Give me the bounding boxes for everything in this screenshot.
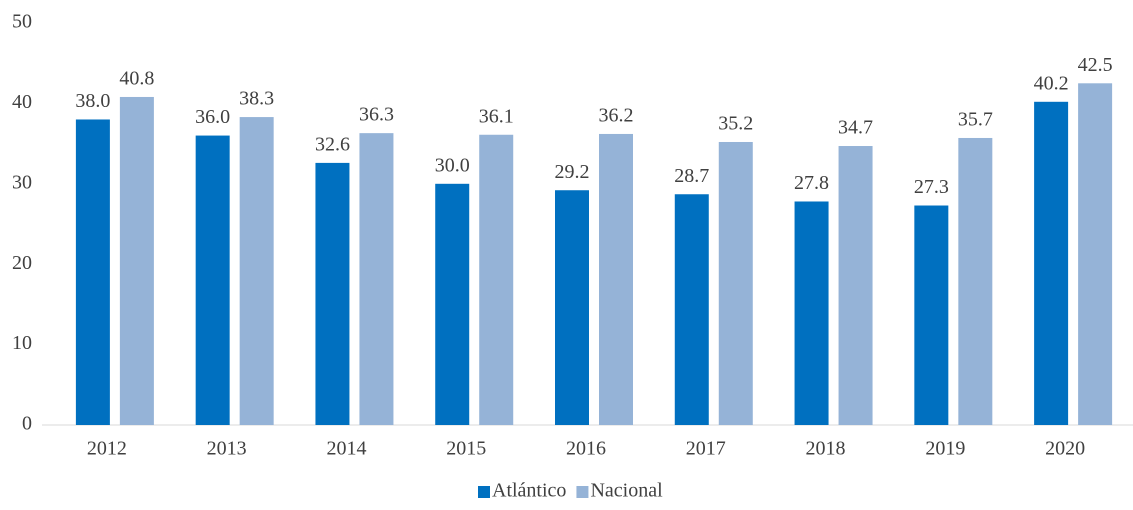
bar <box>75 119 110 425</box>
data-label: 30.0 <box>435 154 470 176</box>
bar <box>359 133 394 425</box>
x-tick-label: 2013 <box>207 438 247 460</box>
data-label: 38.3 <box>239 88 274 110</box>
bar <box>674 194 709 425</box>
legend-label: Atlántico <box>492 480 566 502</box>
y-tick-label: 10 <box>12 332 32 354</box>
y-tick-label: 50 <box>12 11 32 33</box>
y-tick-label: 20 <box>12 252 32 274</box>
x-tick-label: 2020 <box>1045 438 1085 460</box>
data-label: 35.2 <box>718 113 753 135</box>
data-label: 38.0 <box>75 90 110 112</box>
x-tick-label: 2012 <box>87 438 127 460</box>
data-label: 34.7 <box>838 117 873 139</box>
data-label: 42.5 <box>1078 54 1113 76</box>
x-tick-label: 2018 <box>806 438 846 460</box>
data-label: 35.7 <box>958 109 993 131</box>
data-label: 40.2 <box>1034 72 1069 94</box>
data-label: 36.3 <box>359 104 394 126</box>
bar <box>794 201 829 425</box>
data-label: 36.2 <box>599 105 634 127</box>
bar <box>555 190 589 425</box>
x-tick-label: 2015 <box>446 438 486 460</box>
data-label: 27.3 <box>914 176 949 198</box>
bar <box>914 205 949 425</box>
bar <box>838 146 873 425</box>
legend-swatch <box>576 486 589 498</box>
bar <box>1078 83 1113 426</box>
data-label: 29.2 <box>555 161 590 183</box>
data-label: 36.1 <box>479 105 514 127</box>
bar <box>435 183 470 425</box>
bar <box>195 135 230 425</box>
data-label: 40.8 <box>119 68 154 90</box>
data-label: 27.8 <box>794 172 829 194</box>
x-tick-label: 2016 <box>566 438 606 460</box>
bar <box>239 117 274 426</box>
x-tick-label: 2014 <box>326 438 366 460</box>
data-label: 32.6 <box>315 133 350 155</box>
bar <box>1034 101 1069 426</box>
y-tick-label: 30 <box>12 171 32 193</box>
bar <box>479 134 514 426</box>
legend-swatch <box>478 486 490 498</box>
y-tick-label: 40 <box>12 91 32 113</box>
bar <box>119 96 154 425</box>
bar <box>718 141 753 425</box>
legend-label: Nacional <box>590 480 663 502</box>
x-tick-label: 2017 <box>686 438 726 460</box>
bar <box>958 137 993 426</box>
data-label: 28.7 <box>674 165 709 187</box>
data-label: 36.0 <box>195 106 230 128</box>
x-tick-label: 2019 <box>925 438 965 460</box>
bar <box>599 133 633 425</box>
y-tick-label: 0 <box>22 413 32 435</box>
bar <box>315 162 350 425</box>
